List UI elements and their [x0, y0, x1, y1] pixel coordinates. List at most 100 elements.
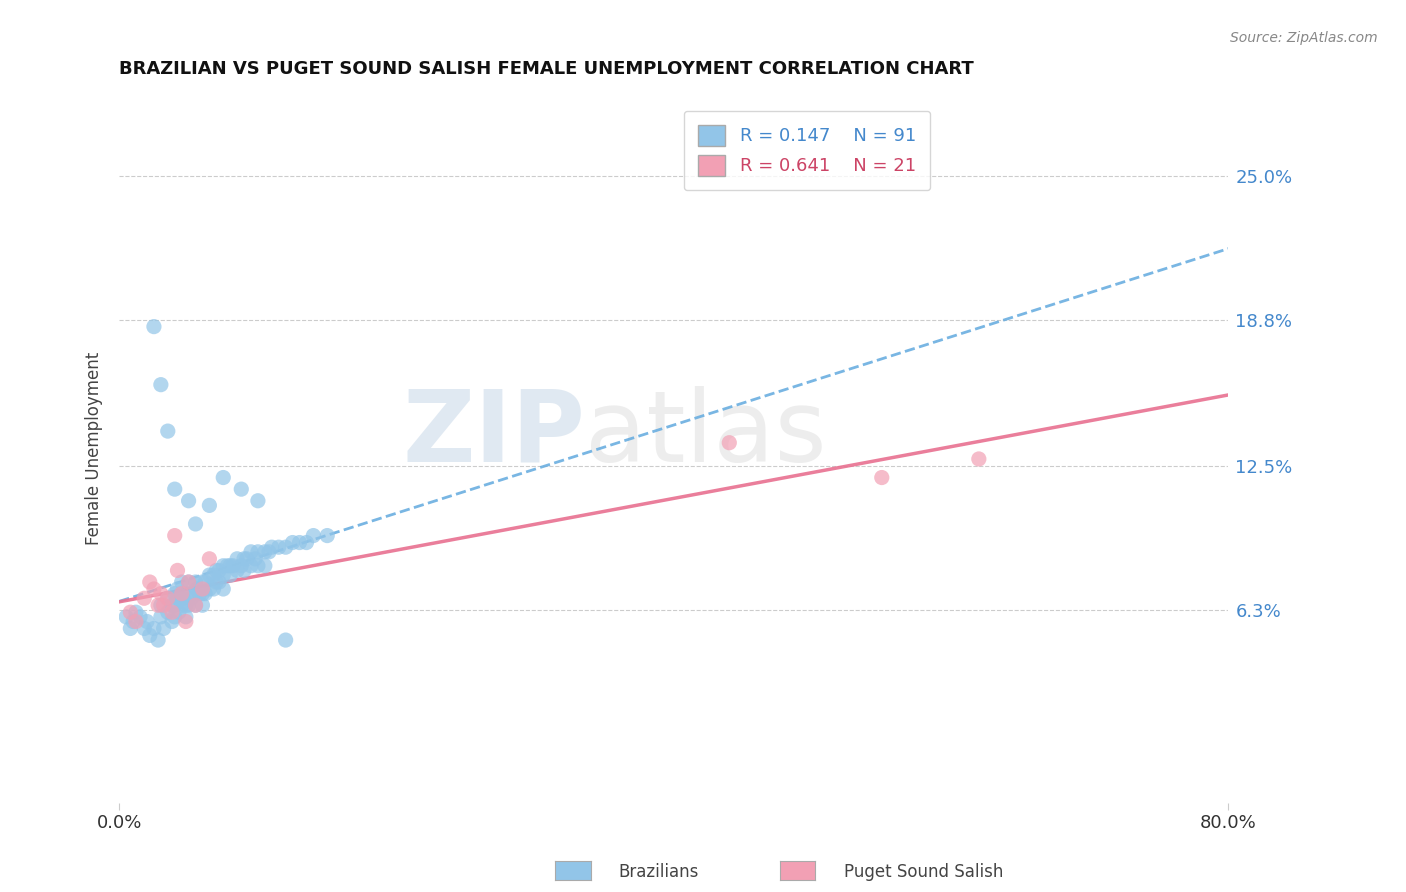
- Legend: R = 0.147    N = 91, R = 0.641    N = 21: R = 0.147 N = 91, R = 0.641 N = 21: [683, 111, 931, 190]
- Point: [226, 551, 249, 566]
- Point: [149, 610, 172, 624]
- Point: [156, 424, 179, 438]
- Point: [302, 528, 325, 542]
- Point: [167, 605, 190, 619]
- Point: [134, 591, 156, 606]
- Point: [202, 568, 225, 582]
- Point: [295, 535, 318, 549]
- Point: [163, 482, 186, 496]
- Point: [260, 540, 283, 554]
- Point: [166, 563, 188, 577]
- Point: [170, 587, 193, 601]
- Point: [246, 545, 269, 559]
- Point: [222, 558, 245, 573]
- Point: [163, 610, 186, 624]
- Point: [174, 615, 197, 629]
- Point: [191, 587, 214, 601]
- Point: [267, 540, 290, 554]
- Point: [233, 551, 256, 566]
- Point: [149, 377, 172, 392]
- Point: [208, 574, 231, 589]
- Point: [170, 599, 193, 613]
- Point: [240, 558, 263, 573]
- Point: [172, 591, 194, 606]
- Text: BRAZILIAN VS PUGET SOUND SALISH FEMALE UNEMPLOYMENT CORRELATION CHART: BRAZILIAN VS PUGET SOUND SALISH FEMALE U…: [120, 60, 974, 78]
- Point: [205, 563, 228, 577]
- Point: [174, 599, 197, 613]
- Point: [191, 574, 214, 589]
- Point: [115, 610, 138, 624]
- Point: [163, 587, 186, 601]
- Point: [243, 551, 266, 566]
- Point: [184, 599, 207, 613]
- Point: [156, 591, 179, 606]
- Point: [125, 605, 148, 619]
- Point: [194, 574, 217, 589]
- Point: [177, 574, 200, 589]
- Point: [177, 587, 200, 601]
- Point: [177, 599, 200, 613]
- Point: [129, 610, 152, 624]
- Point: [177, 574, 200, 589]
- Text: Puget Sound Salish: Puget Sound Salish: [844, 863, 1002, 881]
- Point: [217, 558, 239, 573]
- Point: [194, 587, 217, 601]
- Point: [134, 622, 156, 636]
- Point: [156, 605, 179, 619]
- Point: [136, 615, 159, 629]
- Point: [149, 587, 172, 601]
- Point: [191, 582, 214, 596]
- Point: [246, 493, 269, 508]
- Point: [212, 582, 235, 596]
- Point: [212, 470, 235, 484]
- Point: [146, 633, 169, 648]
- Point: [208, 563, 231, 577]
- Point: [202, 582, 225, 596]
- Point: [180, 591, 202, 606]
- Point: [212, 568, 235, 582]
- Point: [188, 587, 211, 601]
- Point: [170, 587, 193, 601]
- Point: [146, 599, 169, 613]
- Point: [718, 435, 741, 450]
- Point: [160, 599, 183, 613]
- Point: [142, 622, 165, 636]
- Text: Brazilians: Brazilians: [619, 863, 699, 881]
- Point: [160, 605, 183, 619]
- Point: [186, 582, 208, 596]
- Point: [198, 551, 221, 566]
- Point: [253, 545, 276, 559]
- Point: [163, 599, 186, 613]
- Point: [166, 591, 188, 606]
- Point: [166, 582, 188, 596]
- Point: [152, 599, 174, 613]
- Point: [274, 540, 297, 554]
- Point: [205, 574, 228, 589]
- Point: [125, 615, 148, 629]
- Point: [160, 615, 183, 629]
- Point: [231, 558, 253, 573]
- Point: [142, 319, 165, 334]
- Point: [257, 545, 280, 559]
- Point: [281, 535, 304, 549]
- Point: [246, 558, 269, 573]
- Point: [870, 470, 893, 484]
- Point: [120, 622, 142, 636]
- Y-axis label: Female Unemployment: Female Unemployment: [86, 351, 103, 545]
- Point: [139, 628, 162, 642]
- Point: [184, 599, 207, 613]
- Point: [212, 558, 235, 573]
- Text: ZIP: ZIP: [402, 386, 585, 483]
- Point: [231, 482, 253, 496]
- Point: [142, 582, 165, 596]
- Point: [288, 535, 311, 549]
- Point: [233, 563, 256, 577]
- Point: [177, 493, 200, 508]
- Point: [198, 499, 221, 513]
- Point: [967, 452, 990, 467]
- Point: [163, 528, 186, 542]
- Point: [219, 558, 242, 573]
- Point: [253, 558, 276, 573]
- Point: [219, 568, 242, 582]
- Point: [274, 633, 297, 648]
